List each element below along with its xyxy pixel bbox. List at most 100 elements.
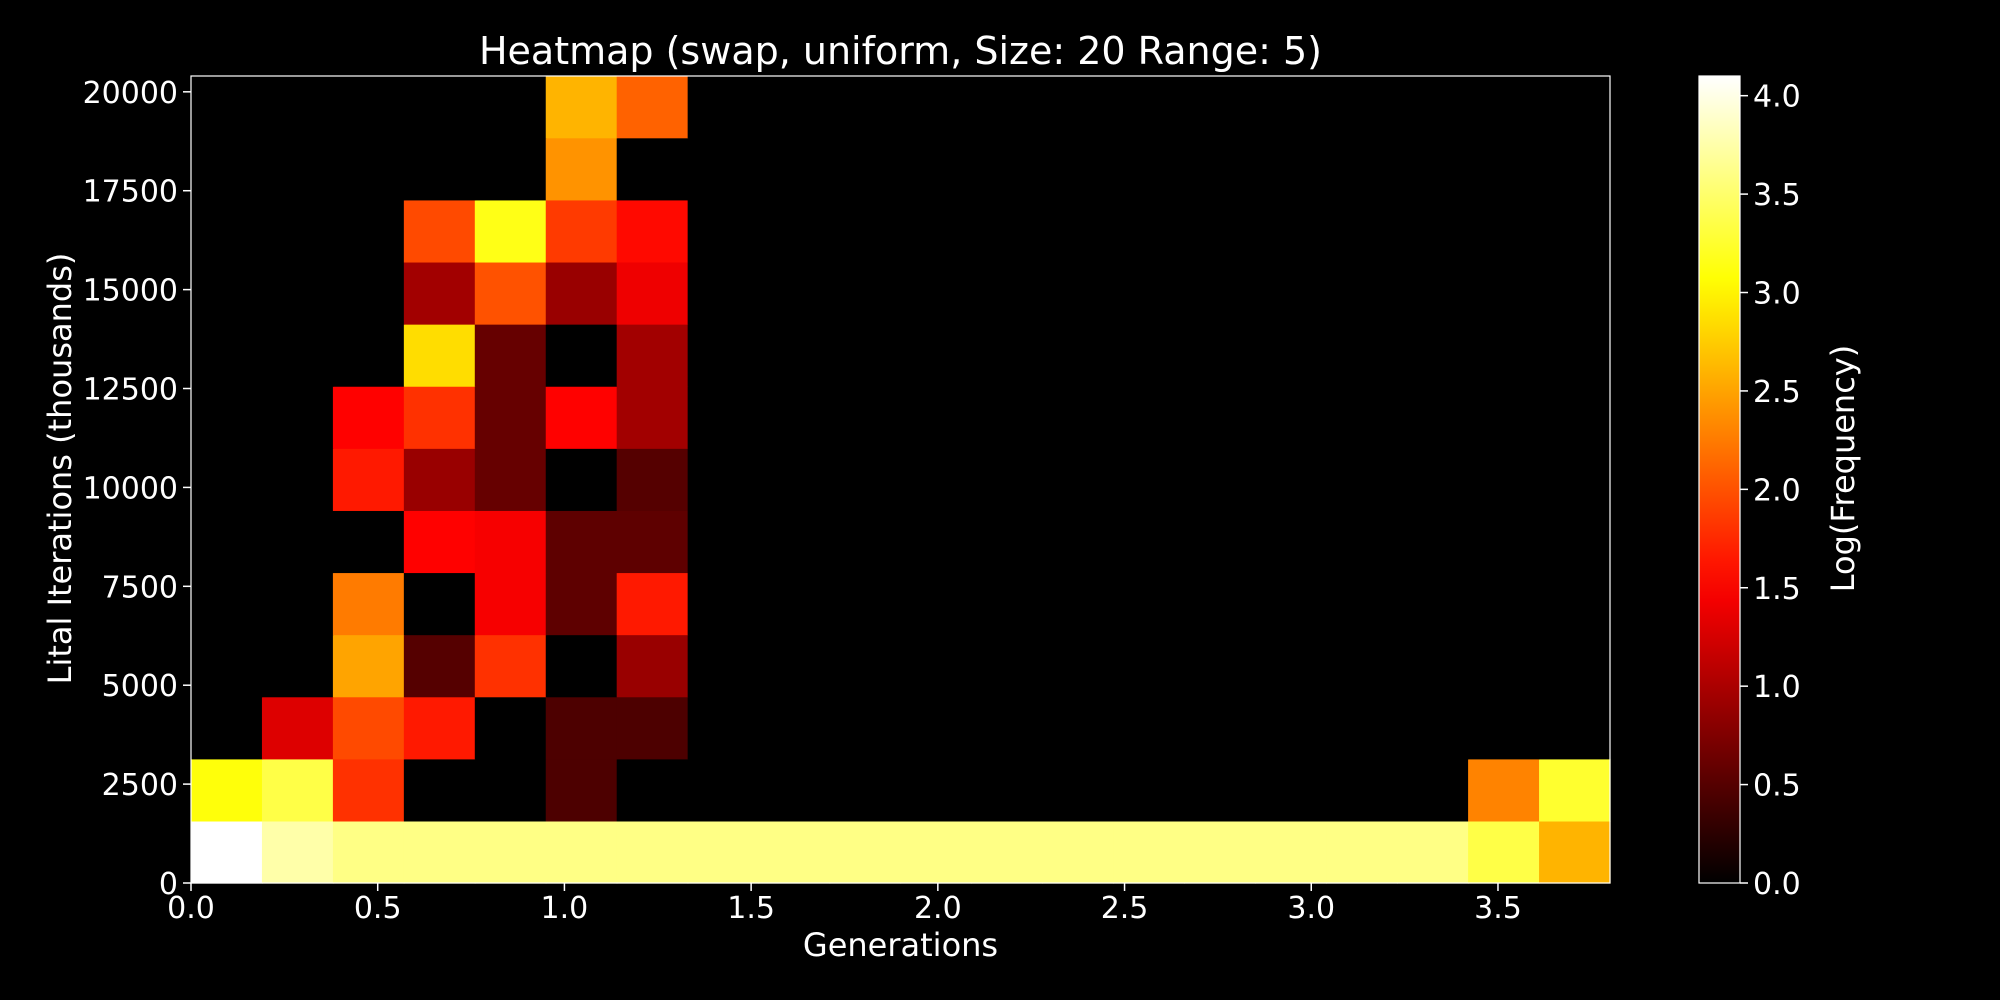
y-tick-label: 5000	[102, 669, 178, 704]
heatmap-cell	[546, 76, 618, 139]
heatmap-cell	[475, 697, 547, 760]
heatmap-cell	[1113, 697, 1185, 760]
heatmap-cell	[901, 324, 973, 387]
heatmap-cell	[759, 76, 831, 139]
heatmap-cell	[971, 386, 1043, 449]
heatmap-cell	[1326, 262, 1398, 325]
heatmap-cell	[901, 635, 973, 698]
heatmap-cell	[971, 324, 1043, 387]
heatmap-cell	[546, 324, 618, 387]
heatmap-cell	[1539, 635, 1611, 698]
heatmap-cell	[1255, 572, 1327, 635]
heatmap-cell	[617, 759, 689, 822]
heatmap-cell	[759, 821, 831, 884]
x-tick-label: 1.0	[541, 891, 589, 926]
heatmap-cell	[546, 200, 618, 263]
heatmap-cell	[1539, 138, 1611, 201]
heatmap-cell	[191, 697, 263, 760]
heatmap-cell	[546, 759, 618, 822]
heatmap-cell	[1468, 759, 1540, 822]
heatmap-cell	[901, 386, 973, 449]
heatmap-cell	[404, 635, 476, 698]
heatmap-cell	[759, 448, 831, 511]
heatmap-cell	[688, 572, 760, 635]
heatmap-cell	[262, 759, 334, 822]
heatmap-cell	[546, 635, 618, 698]
heatmap-cell	[1468, 510, 1540, 573]
heatmap-cell	[475, 759, 547, 822]
heatmap-cell	[333, 572, 405, 635]
heatmap-cell	[759, 572, 831, 635]
heatmap-cell	[971, 200, 1043, 263]
heatmap-cell	[1184, 386, 1256, 449]
heatmap-cell	[1397, 138, 1469, 201]
heatmap-cell	[404, 262, 476, 325]
colorbar	[1699, 76, 1740, 883]
heatmap-cell	[617, 138, 689, 201]
heatmap-cell	[1184, 324, 1256, 387]
heatmap-cell	[1539, 572, 1611, 635]
colorbar-tick-label: 3.5	[1753, 178, 1801, 213]
heatmap-cell	[404, 697, 476, 760]
heatmap-cell	[759, 324, 831, 387]
heatmap-cell	[404, 324, 476, 387]
heatmap-cell	[191, 759, 263, 822]
heatmap-cell	[901, 697, 973, 760]
heatmap-cell	[1184, 635, 1256, 698]
heatmap-cell	[1184, 448, 1256, 511]
heatmap-cell	[1539, 386, 1611, 449]
heatmap-cell	[1539, 324, 1611, 387]
heatmap-cell	[1042, 821, 1114, 884]
heatmap-cell	[1326, 572, 1398, 635]
heatmap-cell	[830, 572, 902, 635]
heatmap-cell	[971, 759, 1043, 822]
heatmap-cell	[1113, 821, 1185, 884]
heatmap-cell	[1326, 324, 1398, 387]
heatmap-cell	[1042, 697, 1114, 760]
heatmap-cell	[1539, 262, 1611, 325]
heatmap-cell	[546, 262, 618, 325]
heatmap-cell	[262, 572, 334, 635]
x-tick-label: 3.5	[1474, 891, 1522, 926]
heatmap-cell	[1326, 76, 1398, 139]
heatmap-cell	[759, 262, 831, 325]
heatmap-cell	[1113, 510, 1185, 573]
heatmap-cell	[333, 386, 405, 449]
heatmap-cell	[262, 200, 334, 263]
heatmap-cell	[901, 572, 973, 635]
heatmap-cell	[617, 821, 689, 884]
heatmap-cell	[688, 262, 760, 325]
colorbar-tick-label: 4.0	[1753, 80, 1801, 115]
heatmap-cell	[1255, 448, 1327, 511]
heatmap-cell	[1397, 76, 1469, 139]
heatmap-cell	[1397, 635, 1469, 698]
heatmap-cell	[262, 324, 334, 387]
x-tick-label: 3.0	[1287, 891, 1335, 926]
heatmap-cell	[1255, 200, 1327, 263]
heatmap-cell	[901, 262, 973, 325]
heatmap-cell	[404, 510, 476, 573]
heatmap-cell	[1184, 76, 1256, 139]
x-axis-label: Generations	[803, 926, 998, 964]
chart-title: Heatmap (swap, uniform, Size: 20 Range: …	[479, 29, 1322, 73]
heatmap-cell	[617, 262, 689, 325]
heatmap-cell	[1113, 386, 1185, 449]
heatmap-cell	[901, 200, 973, 263]
heatmap-cell	[971, 635, 1043, 698]
heatmap-cell	[546, 572, 618, 635]
heatmap-cell	[262, 448, 334, 511]
heatmap-cell	[1397, 697, 1469, 760]
heatmap-cell	[1255, 138, 1327, 201]
y-tick-label: 20000	[83, 76, 178, 111]
heatmap-cell	[830, 635, 902, 698]
heatmap-cell	[688, 635, 760, 698]
heatmap-cell	[1184, 759, 1256, 822]
heatmap-cell	[1184, 262, 1256, 325]
heatmap-cell	[1468, 697, 1540, 760]
heatmap-cell	[333, 76, 405, 139]
heatmap-cell	[1468, 200, 1540, 263]
heatmap-cell	[475, 200, 547, 263]
heatmap-cell	[688, 200, 760, 263]
heatmap-cell	[1113, 200, 1185, 263]
heatmap-cell	[1255, 759, 1327, 822]
